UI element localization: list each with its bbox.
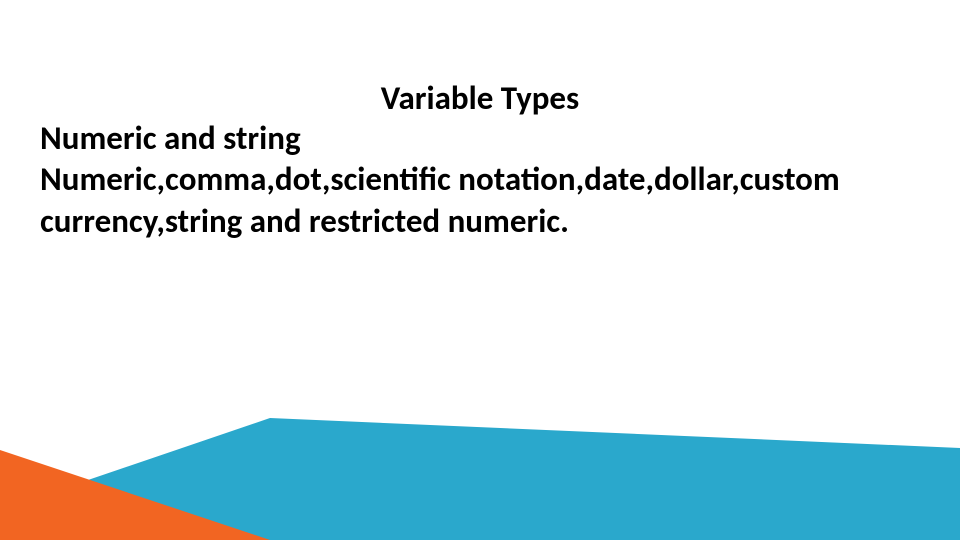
slide-title: Variable Types <box>40 78 920 118</box>
footer-decoration <box>0 400 960 540</box>
body-line-2: Numeric,comma,dot,scientific notation,da… <box>40 159 920 242</box>
body-line-1: Numeric and string <box>40 118 920 159</box>
slide-content: Variable Types Numeric and string Numeri… <box>40 78 920 242</box>
